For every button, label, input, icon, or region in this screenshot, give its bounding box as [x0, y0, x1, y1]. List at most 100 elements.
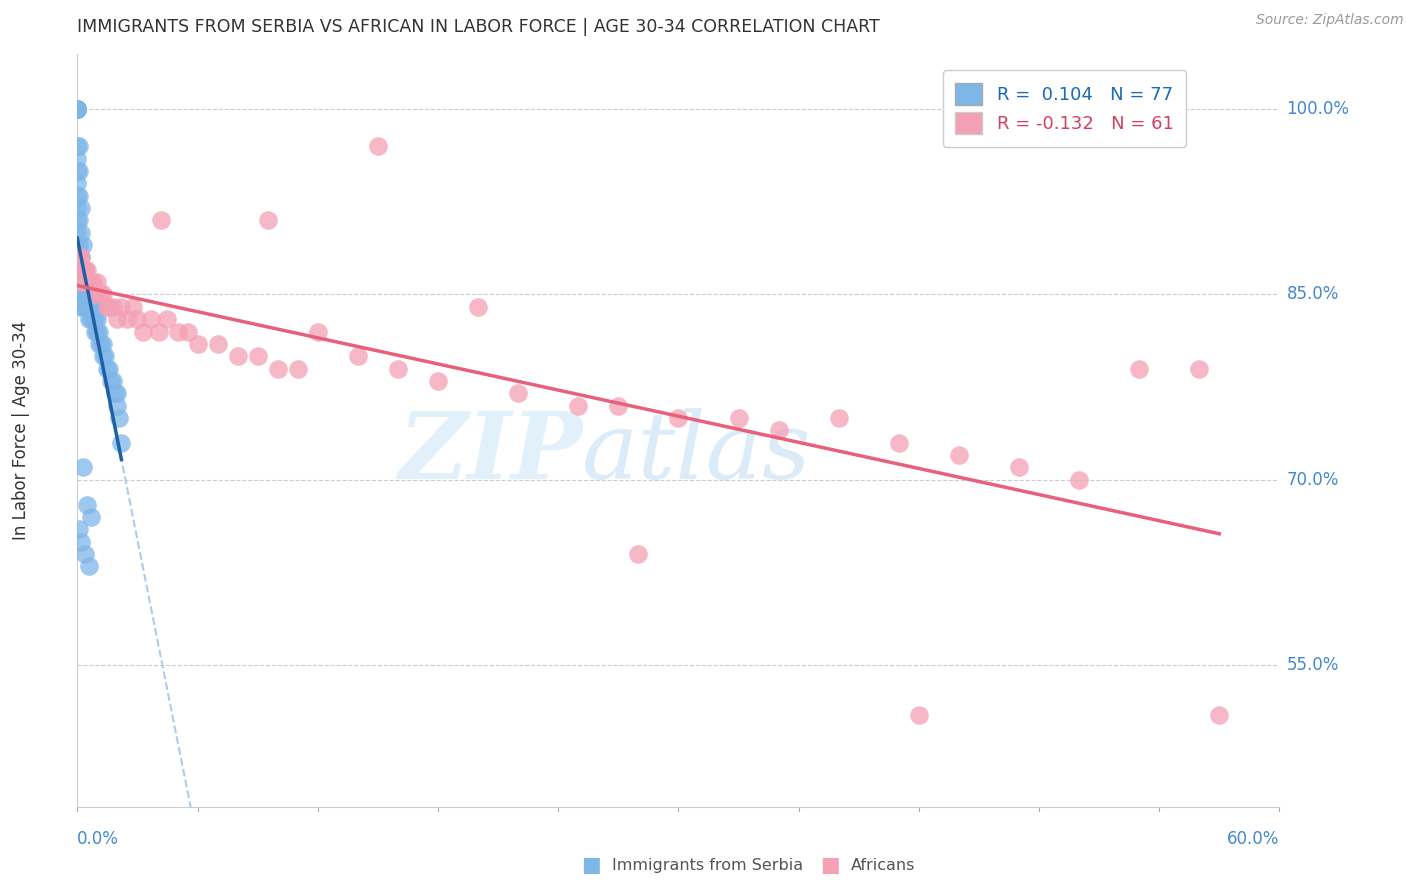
- Point: [84, 312, 107, 326]
- Point: [75, 287, 97, 301]
- Point: [607, 399, 630, 413]
- Point: [1188, 361, 1211, 376]
- Point: [186, 337, 209, 351]
- Point: [467, 300, 489, 314]
- Point: [90, 337, 112, 351]
- Point: [66, 102, 89, 116]
- Point: [110, 300, 132, 314]
- Text: 60.0%: 60.0%: [1227, 830, 1279, 847]
- Point: [76, 300, 98, 314]
- Point: [75, 262, 97, 277]
- Point: [75, 300, 97, 314]
- Point: [70, 201, 93, 215]
- Text: atlas: atlas: [582, 408, 811, 498]
- Point: [66, 102, 89, 116]
- Point: [70, 300, 93, 314]
- Point: [103, 300, 125, 314]
- Point: [70, 534, 93, 549]
- Point: [104, 386, 127, 401]
- Point: [148, 325, 170, 339]
- Point: [70, 251, 93, 265]
- Point: [72, 262, 94, 277]
- Point: [72, 287, 94, 301]
- Point: [100, 374, 122, 388]
- Point: [72, 300, 94, 314]
- Point: [66, 102, 89, 116]
- Point: [84, 287, 107, 301]
- Point: [256, 213, 278, 227]
- Point: [67, 139, 90, 153]
- Point: [94, 349, 117, 363]
- Point: [66, 102, 89, 116]
- Point: [93, 287, 115, 301]
- Point: [166, 325, 188, 339]
- Point: [80, 287, 103, 301]
- Point: [98, 361, 121, 376]
- Point: [67, 188, 90, 202]
- Text: Immigrants from Serbia: Immigrants from Serbia: [612, 858, 803, 872]
- Point: [267, 361, 290, 376]
- Point: [93, 349, 115, 363]
- Point: [80, 300, 103, 314]
- Point: [70, 251, 93, 265]
- Point: [70, 275, 93, 289]
- Point: [127, 312, 149, 326]
- Point: [70, 275, 93, 289]
- Point: [887, 435, 910, 450]
- Point: [80, 509, 103, 524]
- Point: [82, 300, 104, 314]
- Point: [89, 325, 111, 339]
- Point: [132, 325, 155, 339]
- Point: [79, 312, 101, 326]
- Point: [1008, 460, 1031, 475]
- Point: [107, 386, 129, 401]
- Point: [768, 424, 790, 438]
- Point: [80, 275, 103, 289]
- Point: [1128, 361, 1150, 376]
- Point: [67, 213, 90, 227]
- Point: [79, 287, 101, 301]
- Point: [72, 275, 94, 289]
- Point: [70, 287, 93, 301]
- Point: [66, 201, 89, 215]
- Point: [828, 411, 851, 425]
- Point: [67, 262, 90, 277]
- Point: [668, 411, 690, 425]
- Point: [76, 262, 98, 277]
- Point: [89, 337, 111, 351]
- Point: [508, 386, 530, 401]
- Point: [79, 300, 101, 314]
- Point: [96, 300, 118, 314]
- Point: [76, 275, 98, 289]
- Point: [66, 139, 89, 153]
- Point: [66, 152, 89, 166]
- Point: [66, 251, 89, 265]
- Point: [66, 238, 89, 252]
- Point: [122, 300, 145, 314]
- Point: [150, 213, 173, 227]
- Point: [79, 275, 101, 289]
- Point: [908, 707, 931, 722]
- Point: [75, 262, 97, 277]
- Point: [103, 374, 125, 388]
- Point: [207, 337, 229, 351]
- Point: [66, 102, 89, 116]
- Point: [86, 275, 108, 289]
- Point: [67, 164, 90, 178]
- Point: [82, 275, 104, 289]
- Point: [67, 287, 90, 301]
- Point: [66, 262, 89, 277]
- Point: [347, 349, 370, 363]
- Point: [1069, 473, 1091, 487]
- Text: ■: ■: [820, 855, 839, 875]
- Legend: R =  0.104   N = 77, R = -0.132   N = 61: R = 0.104 N = 77, R = -0.132 N = 61: [942, 70, 1187, 146]
- Point: [226, 349, 249, 363]
- Text: 85.0%: 85.0%: [1286, 285, 1339, 303]
- Point: [67, 262, 90, 277]
- Point: [727, 411, 749, 425]
- Point: [246, 349, 269, 363]
- Point: [287, 361, 309, 376]
- Point: [948, 448, 970, 462]
- Text: ZIP: ZIP: [398, 408, 582, 498]
- Point: [80, 312, 103, 326]
